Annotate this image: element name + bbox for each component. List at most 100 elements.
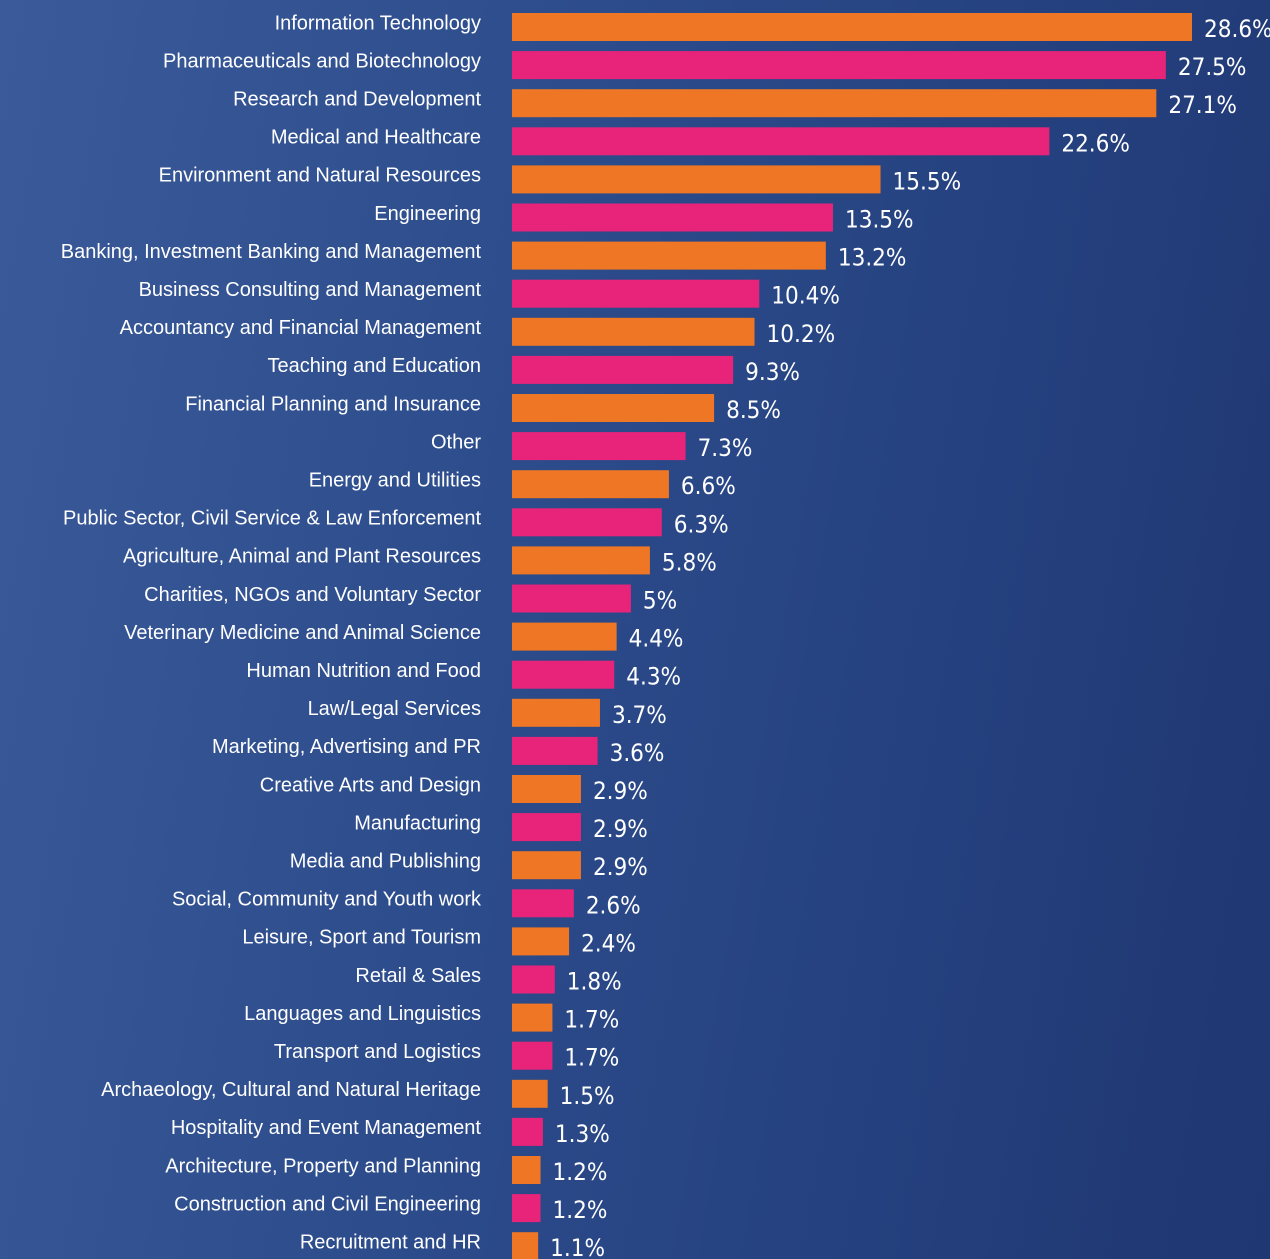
category-label: Human Nutrition and Food — [246, 660, 481, 682]
bar — [512, 1003, 553, 1032]
bar — [512, 279, 760, 308]
category-label: Pharmaceuticals and Biotechnology — [163, 50, 481, 72]
value-label: 2.9% — [593, 815, 648, 843]
category-label: Veterinary Medicine and Animal Science — [124, 622, 481, 644]
category-label: Manufacturing — [354, 812, 481, 834]
bar — [512, 317, 755, 346]
bar — [512, 241, 826, 270]
category-label: Languages and Linguistics — [244, 1003, 481, 1025]
bar — [512, 89, 1157, 118]
bar — [512, 889, 574, 918]
bar — [512, 508, 662, 537]
category-label: Social, Community and Youth work — [172, 889, 482, 911]
bar — [512, 546, 650, 575]
bar — [512, 355, 734, 384]
bar — [512, 813, 581, 842]
category-label: Teaching and Education — [268, 355, 482, 377]
value-label: 13.2% — [838, 244, 907, 272]
value-label: 2.9% — [593, 853, 648, 881]
category-label: Media and Publishing — [290, 850, 481, 872]
value-label: 3.7% — [612, 701, 667, 729]
bar — [512, 584, 631, 613]
category-label: Banking, Investment Banking and Manageme… — [61, 241, 482, 263]
bar — [512, 698, 600, 727]
bar — [512, 736, 598, 765]
category-label: Law/Legal Services — [308, 698, 481, 720]
bar — [512, 13, 1192, 41]
value-label: 13.5% — [845, 206, 914, 234]
bar — [512, 1194, 541, 1223]
value-label: 1.7% — [564, 1044, 619, 1072]
value-label: 5% — [643, 587, 677, 615]
category-label: Business Consulting and Management — [139, 279, 482, 301]
value-label: 2.4% — [581, 929, 636, 957]
value-label: 1.1% — [550, 1234, 605, 1259]
value-label: 2.9% — [593, 777, 648, 805]
category-label: Agriculture, Animal and Plant Resources — [123, 546, 481, 568]
value-label: 15.5% — [893, 167, 962, 195]
value-label: 10.2% — [767, 320, 836, 348]
value-label: 27.5% — [1178, 53, 1247, 81]
category-label: Leisure, Sport and Tourism — [242, 927, 481, 949]
value-label: 4.3% — [626, 663, 681, 691]
category-label: Engineering — [374, 203, 481, 225]
value-label: 9.3% — [745, 358, 800, 386]
category-label: Archaeology, Cultural and Natural Herita… — [101, 1079, 481, 1101]
value-label: 28.6% — [1204, 15, 1270, 43]
value-label: 7.3% — [698, 434, 753, 462]
category-label: Retail & Sales — [355, 965, 481, 987]
category-label: Transport and Logistics — [274, 1041, 481, 1063]
bar — [512, 1232, 539, 1259]
value-label: 6.6% — [681, 472, 736, 500]
bar — [512, 1117, 543, 1146]
value-label: 1.2% — [553, 1196, 608, 1224]
value-label: 6.3% — [674, 510, 729, 538]
category-label: Construction and Civil Engineering — [174, 1193, 481, 1215]
category-label: Energy and Utilities — [309, 469, 481, 491]
category-label: Hospitality and Event Management — [171, 1117, 482, 1139]
value-label: 1.2% — [553, 1158, 608, 1186]
category-label: Other — [431, 431, 481, 453]
value-label: 1.7% — [564, 1006, 619, 1034]
bar — [512, 1079, 548, 1108]
category-label: Information Technology — [275, 12, 481, 34]
category-label: Marketing, Advertising and PR — [212, 736, 481, 758]
category-label: Creative Arts and Design — [260, 774, 481, 796]
value-label: 8.5% — [726, 396, 781, 424]
value-label: 4.4% — [629, 625, 684, 653]
bar — [512, 622, 617, 651]
bar — [512, 1041, 553, 1070]
bar — [512, 394, 715, 422]
bar — [512, 203, 833, 232]
value-label: 1.5% — [560, 1082, 615, 1110]
bar — [512, 470, 669, 499]
bar — [512, 127, 1050, 156]
value-label: 3.6% — [610, 739, 665, 767]
category-label: Accountancy and Financial Management — [120, 317, 482, 339]
value-label: 1.8% — [567, 968, 622, 996]
value-label: 5.8% — [662, 548, 717, 576]
bar — [512, 965, 555, 994]
bar — [512, 660, 615, 689]
category-label: Architecture, Property and Planning — [165, 1155, 481, 1177]
category-label: Public Sector, Civil Service & Law Enfor… — [63, 508, 481, 530]
category-label: Financial Planning and Insurance — [185, 393, 481, 415]
value-label: 27.1% — [1168, 91, 1237, 119]
category-label: Charities, NGOs and Voluntary Sector — [144, 584, 481, 606]
value-label: 10.4% — [771, 282, 840, 310]
category-label: Research and Development — [233, 88, 481, 110]
bar — [512, 851, 581, 880]
bar — [512, 51, 1166, 80]
bar — [512, 927, 570, 956]
value-label: 22.6% — [1061, 129, 1130, 157]
value-label: 2.6% — [586, 891, 641, 919]
bar — [512, 165, 881, 194]
value-label: 1.3% — [555, 1120, 610, 1148]
bar — [512, 432, 686, 461]
bar — [512, 775, 581, 803]
category-label: Recruitment and HR — [300, 1231, 481, 1253]
category-label: Medical and Healthcare — [271, 127, 481, 149]
category-label: Environment and Natural Resources — [159, 165, 481, 187]
bar — [512, 1156, 541, 1184]
